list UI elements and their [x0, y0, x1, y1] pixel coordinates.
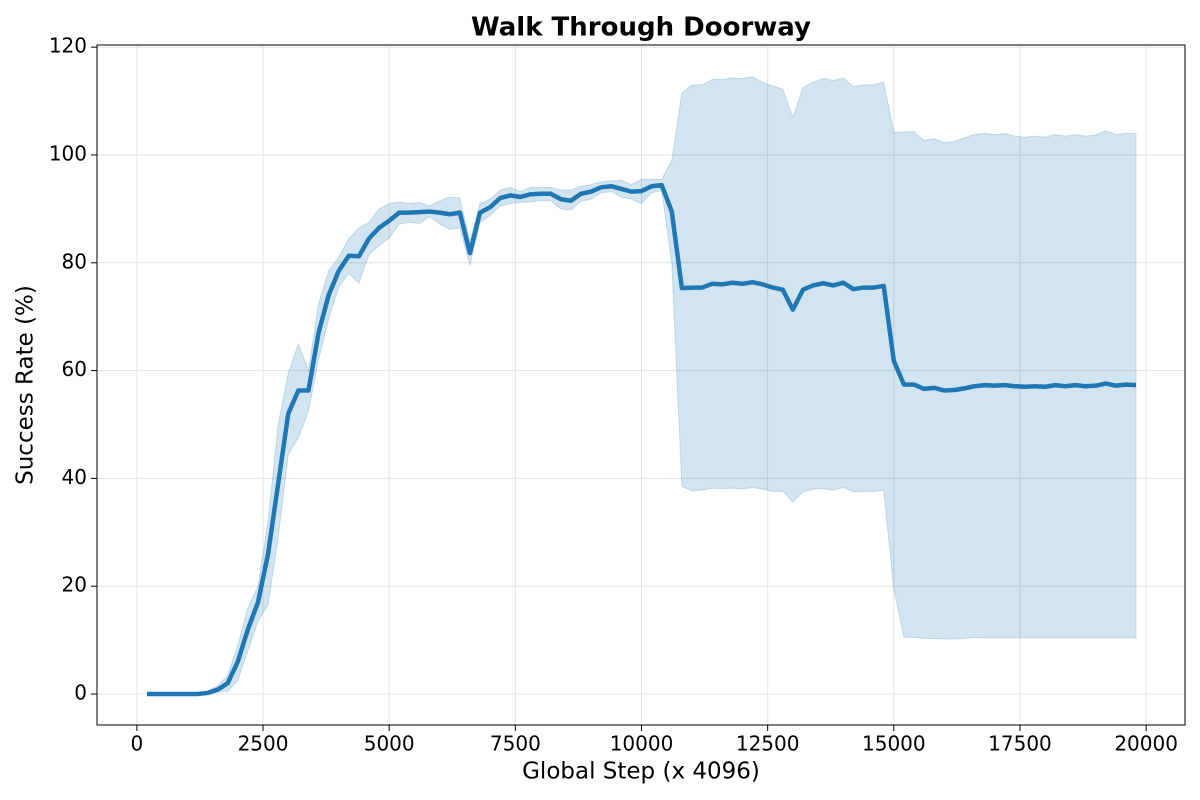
- y-tick-label: 0: [74, 681, 87, 705]
- y-axis-label: Success Rate (%): [13, 285, 39, 485]
- chart-title: Walk Through Doorway: [471, 13, 811, 43]
- x-tick-label: 20000: [1114, 732, 1178, 756]
- x-axis-label: Global Step (x 4096): [522, 759, 760, 785]
- line: [146, 182, 1137, 697]
- confidence-band: [146, 76, 1137, 695]
- x-tick-label: 12500: [736, 732, 800, 756]
- y-tick-label: 100: [49, 141, 87, 165]
- x-tick-label: 15000: [862, 732, 926, 756]
- x-tick-label: 0: [130, 732, 143, 756]
- x-tick-label: 10000: [610, 732, 674, 756]
- y-tick-label: 60: [62, 357, 87, 381]
- x-tick-label: 7500: [490, 732, 541, 756]
- y-tick-label: 120: [49, 34, 87, 58]
- plot-frame: [96, 44, 1186, 726]
- x-tick-label: 5000: [364, 732, 415, 756]
- y-tick-label: 20: [62, 573, 87, 597]
- x-tick-label: 17500: [988, 732, 1052, 756]
- y-tick-label: 80: [62, 249, 87, 273]
- y-tick-label: 40: [62, 465, 87, 489]
- x-tick-label: 2500: [238, 732, 289, 756]
